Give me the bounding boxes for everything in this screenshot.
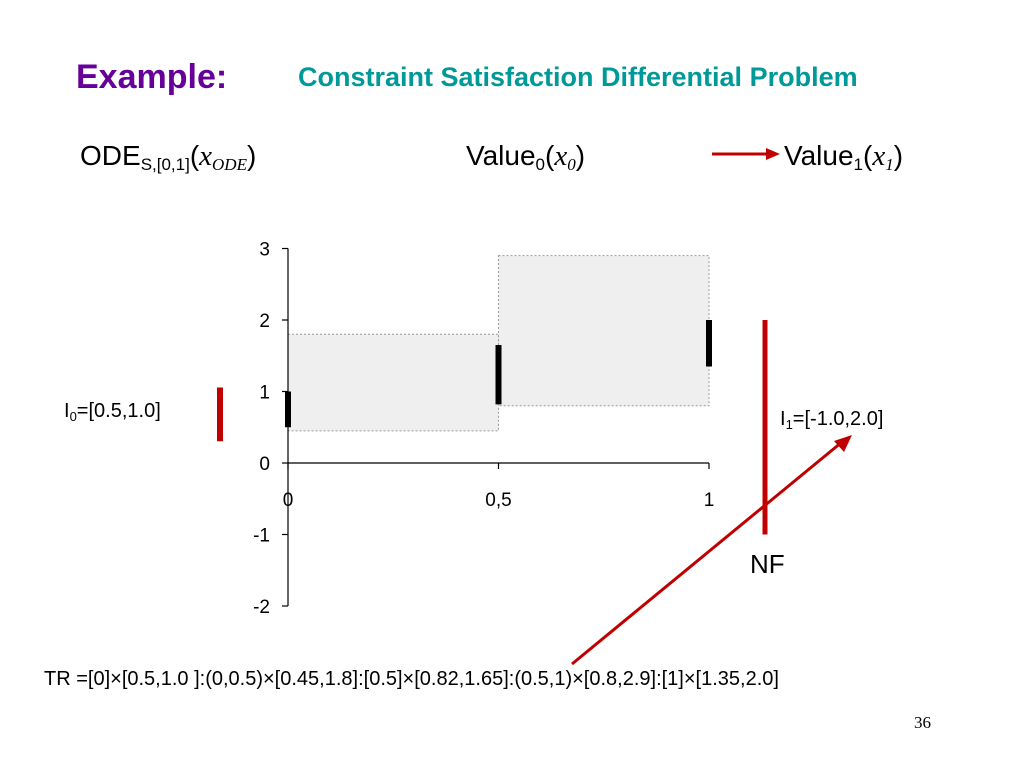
example-label: Example: — [76, 58, 228, 96]
value0-close-paren: ) — [575, 140, 586, 171]
value0-variable: x0 — [554, 140, 576, 174]
pointer-arrow-head — [834, 435, 852, 452]
ode-base: ODE — [80, 140, 141, 171]
value0-formula: Value0(x0) — [466, 140, 585, 175]
flow-box-1 — [287, 333, 499, 432]
ode-formula: ODES,[0,1](xODE) — [80, 140, 256, 175]
y-tick-label: -1 — [253, 526, 270, 547]
trajectory-text: TR =[0]×[0.5,1.0 ]:(0,0.5)×[0.45,1.8]:[0… — [44, 668, 779, 690]
page-number: 36 — [914, 713, 931, 732]
value0-subscript: 0 — [535, 155, 546, 174]
slide-title: Constraint Satisfaction Differential Pro… — [298, 62, 858, 92]
nf-label: NF — [750, 549, 785, 579]
ode-variable: xODE — [199, 140, 247, 174]
value1-formula: Value1(x1) — [784, 140, 903, 175]
ode-close-paren: ) — [246, 140, 257, 171]
value0-base: Value — [466, 140, 536, 171]
x-tick-label: 0 — [283, 490, 294, 511]
pointer-arrow-line — [571, 440, 843, 666]
value1-subscript: 1 — [853, 155, 864, 174]
value1-base: Value — [784, 140, 854, 171]
y-tick-label: 3 — [259, 240, 270, 261]
value1-open-paren: ( — [863, 140, 873, 171]
y-tick-label: -2 — [253, 597, 270, 618]
flow-box-2 — [498, 255, 710, 407]
value1-close-paren: ) — [893, 140, 904, 171]
i0-label: I0=[0.5,1.0] — [64, 400, 161, 424]
arrow-icon — [712, 148, 780, 160]
y-tick-label: 0 — [259, 454, 270, 475]
ode-subscript: S,[0,1] — [140, 155, 190, 174]
value1-variable: x1 — [872, 140, 894, 174]
y-tick-label: 1 — [259, 383, 270, 404]
y-tick-label: 2 — [259, 311, 270, 332]
ode-open-paren: ( — [189, 140, 200, 171]
x-tick-label: 1 — [704, 490, 715, 511]
i1-label: I1=[-1.0,2.0] — [780, 408, 884, 432]
x-tick-label: 0,5 — [485, 490, 511, 511]
value0-open-paren: ( — [545, 140, 555, 171]
